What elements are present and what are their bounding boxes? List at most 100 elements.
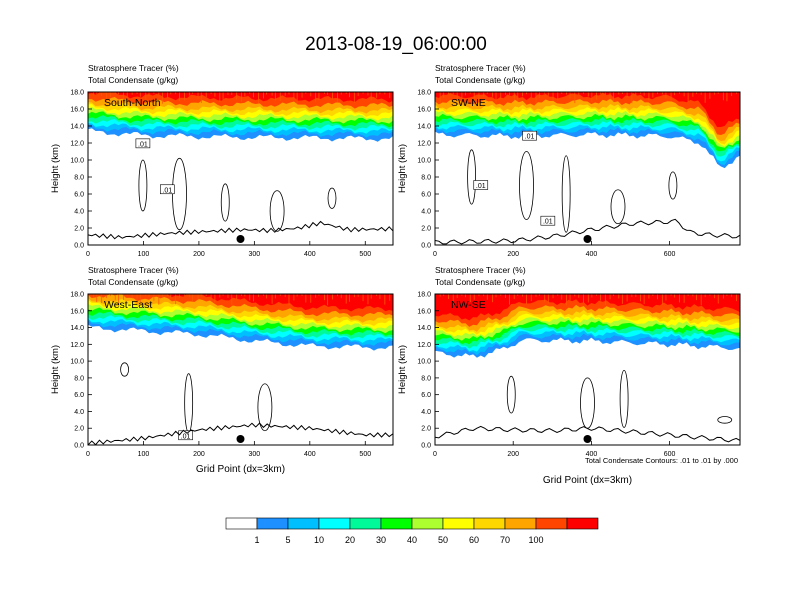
contour-label-box (522, 130, 537, 141)
x-axis-label: Grid Point (dx=3km) (196, 464, 285, 475)
panel-title-tracer: Stratosphere Tracer (%) (435, 265, 526, 275)
colorbar-swatch (349, 517, 382, 530)
panel-west-east: Stratosphere Tracer (%) Total Condensate … (50, 265, 394, 475)
y-tick-label: 16.0 (70, 107, 84, 114)
x-tick-label: 300 (249, 251, 261, 258)
y-tick-label: 16.0 (70, 308, 84, 315)
colorbar-label: 1 (254, 535, 259, 545)
y-tick-label: 12.0 (70, 342, 84, 349)
panel-title-tracer: Stratosphere Tracer (%) (435, 63, 526, 73)
colorbar-label: 40 (407, 535, 417, 545)
condensate-contour (717, 416, 733, 424)
x-tick-label: 300 (249, 451, 261, 458)
location-marker (583, 435, 592, 443)
y-axis-label: Height (km) (50, 345, 61, 394)
condensate-contour (506, 375, 516, 414)
condensate-contour (519, 151, 534, 220)
terrain-line (88, 422, 393, 445)
y-tick-label: 0.0 (74, 243, 84, 250)
contour-label: .01 (181, 433, 191, 440)
contour-label-box (473, 180, 489, 190)
x-tick-label: 200 (507, 451, 519, 458)
colorbar-swatch (256, 517, 289, 530)
colorbar-swatch (473, 517, 506, 530)
y-tick-label: 6.0 (74, 392, 84, 399)
x-tick-label: 200 (193, 451, 205, 458)
x-tick-label: 400 (586, 451, 598, 458)
colorbar-swatch (225, 517, 258, 530)
contour-label-box (160, 184, 175, 195)
x-tick-label: 400 (304, 251, 316, 258)
colorbar-label: 100 (528, 535, 543, 545)
condensate-contour (220, 183, 230, 222)
colorbar-label: 30 (376, 535, 386, 545)
x-tick-label: 0 (86, 251, 90, 258)
x-tick-label: 500 (359, 451, 371, 458)
contour-label: .01 (162, 187, 172, 194)
colorbar-label: 60 (469, 535, 479, 545)
tracer-band-11 (88, 92, 393, 103)
plot-area: .01 (88, 294, 393, 445)
y-tick-label: 2.0 (421, 426, 431, 433)
y-tick-label: 8.0 (74, 375, 84, 382)
y-tick-label: 4.0 (74, 409, 84, 416)
x-tick-label: 0 (433, 251, 437, 258)
x-axis-label: Grid Point (dx=3km) (543, 475, 632, 486)
colorbar: 1 5 10 20 30 40 50 60 70 100 (225, 517, 599, 545)
panel-title-condensate: Total Condensate (g/kg) (88, 75, 178, 85)
colorbar-label: 70 (500, 535, 510, 545)
condensate-contour (561, 155, 571, 233)
plot-area: .01 .01 (88, 92, 393, 245)
y-tick-label: 10.0 (417, 158, 431, 165)
colorbar-label: 20 (345, 535, 355, 545)
location-marker (236, 235, 245, 243)
panel-title-tracer: Stratosphere Tracer (%) (88, 265, 179, 275)
y-tick-label: 8.0 (74, 175, 84, 182)
terrain-line (435, 425, 740, 443)
colorbar-swatch (566, 517, 599, 530)
x-tick-label: 400 (586, 251, 598, 258)
condensate-contour (120, 362, 129, 377)
y-tick-label: 12.0 (417, 141, 431, 148)
contour-footnote: Total Condensate Contours: .01 to .01 by… (585, 456, 738, 465)
panel-name: NW-SE (451, 299, 486, 311)
plot-area: .01 .01 .01 (435, 92, 740, 245)
panel-frame (87, 293, 394, 446)
x-tick-label: 0 (433, 451, 437, 458)
y-tick-label: 2.0 (421, 226, 431, 233)
panel-south-north: Stratosphere Tracer (%) Total Condensate … (50, 63, 394, 258)
y-tick-label: 18.0 (70, 90, 84, 97)
location-marker (236, 435, 245, 443)
panel-title-condensate: Total Condensate (g/kg) (88, 277, 178, 287)
x-tick-label: 200 (193, 251, 205, 258)
y-tick-label: 6.0 (421, 192, 431, 199)
panel-frame (87, 91, 394, 246)
x-tick-label: 0 (86, 451, 90, 458)
condensate-contour (610, 189, 626, 225)
x-tick-label: 100 (138, 251, 150, 258)
y-tick-label: 2.0 (74, 426, 84, 433)
tracer-band-10 (435, 92, 740, 135)
tracer-band-11 (88, 294, 393, 312)
y-tick-label: 16.0 (417, 107, 431, 114)
y-tick-label: 0.0 (421, 443, 431, 450)
y-axis-label: Height (km) (397, 144, 408, 193)
colorbar-label: 5 (285, 535, 290, 545)
colorbar-swatch (318, 517, 351, 530)
y-tick-label: 18.0 (70, 292, 84, 299)
contour-label: .01 (476, 183, 486, 190)
contour-label: .01 (525, 134, 535, 141)
colorbar-swatch (535, 517, 568, 530)
x-tick-label: 600 (664, 251, 676, 258)
panel-title-condensate: Total Condensate (g/kg) (435, 277, 525, 287)
y-tick-label: 6.0 (421, 392, 431, 399)
panel-frame (434, 91, 741, 246)
panel-title-condensate: Total Condensate (g/kg) (435, 75, 525, 85)
y-tick-label: 14.0 (70, 124, 84, 131)
y-tick-label: 0.0 (74, 443, 84, 450)
y-tick-label: 4.0 (74, 209, 84, 216)
contour-label-box (135, 138, 151, 149)
condensate-contour (257, 383, 273, 432)
y-tick-label: 12.0 (70, 141, 84, 148)
colorbar-swatch (442, 517, 475, 530)
